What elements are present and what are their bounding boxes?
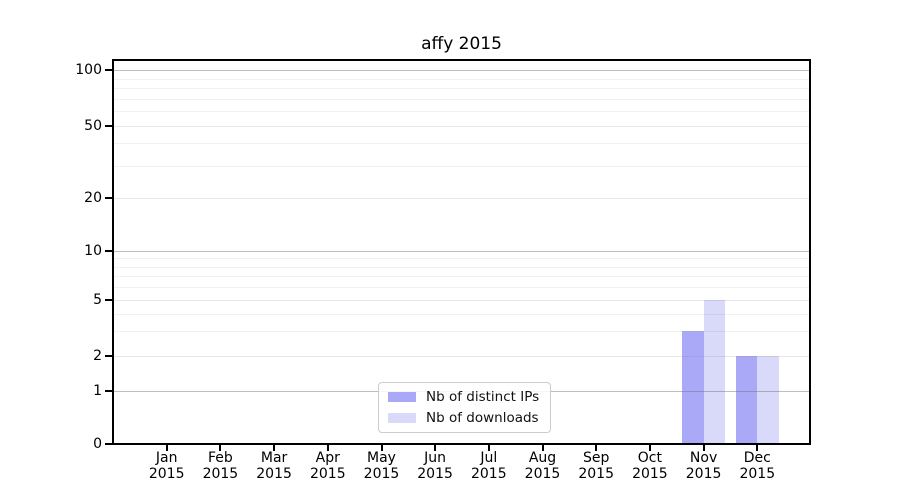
x-tick-mark-jul bbox=[487, 445, 490, 451]
gridline-y-90 bbox=[114, 78, 809, 80]
chart-title: affy 2015 bbox=[421, 34, 502, 54]
x-tick-mark-dec bbox=[756, 445, 759, 451]
gridline-y-100 bbox=[114, 70, 809, 71]
bar-dec-downloads bbox=[757, 356, 779, 443]
y-tick-mark-50 bbox=[105, 124, 112, 127]
x-tick-year: 2015 bbox=[739, 466, 776, 482]
x-tick-year: 2015 bbox=[309, 466, 346, 482]
y-tick-label-100: 100 bbox=[75, 62, 102, 78]
x-tick-month: Feb bbox=[207, 450, 233, 466]
x-tick-label-mar: Mar 2015 bbox=[244, 450, 304, 482]
x-tick-month: May bbox=[367, 450, 396, 466]
y-tick-label-10: 10 bbox=[84, 243, 102, 259]
legend-item-distinct-ips: Nb of distinct IPs bbox=[388, 389, 539, 405]
gridline-y-80 bbox=[114, 87, 809, 89]
gridline-y-6 bbox=[114, 287, 809, 289]
gridline-y-20 bbox=[114, 197, 809, 199]
x-tick-year: 2015 bbox=[632, 466, 668, 482]
x-tick-label-jul: Jul 2015 bbox=[459, 450, 519, 482]
x-tick-label-may: May 2015 bbox=[352, 450, 412, 482]
x-tick-label-feb: Feb 2015 bbox=[190, 450, 250, 482]
x-tick-month: Dec bbox=[743, 450, 771, 466]
x-tick-year: 2015 bbox=[578, 466, 614, 482]
x-tick-mark-jun bbox=[434, 445, 437, 451]
y-tick-label-1: 1 bbox=[93, 383, 102, 399]
x-tick-label-aug: Aug 2015 bbox=[513, 450, 573, 482]
x-tick-year: 2015 bbox=[148, 466, 185, 482]
x-tick-year: 2015 bbox=[363, 466, 400, 482]
gridline-y-50 bbox=[114, 125, 809, 127]
x-tick-month: Apr bbox=[315, 450, 340, 466]
x-tick-label-nov: Nov 2015 bbox=[674, 450, 734, 482]
gridline-y-40 bbox=[114, 143, 809, 145]
gridline-y-60 bbox=[114, 111, 809, 112]
x-tick-label-sep: Sep 2015 bbox=[566, 450, 626, 482]
legend-swatch-distinct-ips bbox=[388, 392, 416, 402]
x-tick-year: 2015 bbox=[202, 466, 239, 482]
x-tick-label-dec: Dec 2015 bbox=[727, 450, 787, 482]
x-tick-label-jan: Jan 2015 bbox=[137, 450, 197, 482]
y-tick-mark-1 bbox=[105, 390, 112, 392]
x-tick-mark-may bbox=[380, 445, 383, 451]
x-tick-label-oct: Oct 2015 bbox=[620, 450, 680, 482]
gridline-y-30 bbox=[114, 165, 809, 167]
y-tick-label-2: 2 bbox=[93, 348, 102, 364]
legend: Nb of distinct IPs Nb of downloads bbox=[378, 382, 552, 433]
gridline-y-7 bbox=[114, 276, 809, 278]
plot-area: Nb of distinct IPs Nb of downloads bbox=[112, 59, 811, 445]
legend-label: Nb of downloads bbox=[426, 410, 539, 426]
gridline-y-10 bbox=[114, 251, 809, 252]
x-tick-mark-aug bbox=[541, 445, 544, 451]
x-tick-mark-sep bbox=[595, 445, 598, 451]
x-tick-mark-feb bbox=[219, 445, 222, 451]
x-tick-month: Jul bbox=[480, 450, 498, 466]
y-tick-label-20: 20 bbox=[84, 189, 102, 206]
x-tick-label-apr: Apr 2015 bbox=[298, 450, 358, 482]
x-tick-month: Aug bbox=[528, 450, 557, 466]
x-tick-mark-mar bbox=[273, 445, 276, 451]
x-tick-mark-jan bbox=[165, 445, 168, 451]
y-tick-mark-20 bbox=[105, 196, 112, 199]
y-tick-mark-2 bbox=[105, 355, 112, 357]
x-tick-month: Oct bbox=[637, 450, 662, 466]
legend-label: Nb of distinct IPs bbox=[426, 389, 540, 405]
y-tick-mark-0 bbox=[105, 442, 112, 445]
y-tick-mark-100 bbox=[105, 69, 112, 71]
x-tick-year: 2015 bbox=[417, 466, 453, 482]
x-tick-year: 2015 bbox=[256, 466, 292, 482]
y-tick-mark-5 bbox=[105, 299, 112, 301]
legend-swatch-downloads bbox=[388, 413, 416, 423]
x-tick-mark-nov bbox=[702, 445, 705, 451]
y-tick-mark-10 bbox=[105, 250, 112, 252]
gridline-y-70 bbox=[114, 98, 809, 100]
x-tick-month: Nov bbox=[689, 450, 718, 466]
x-tick-month: Sep bbox=[582, 450, 610, 466]
x-tick-mark-oct bbox=[648, 445, 651, 451]
y-tick-label-0: 0 bbox=[93, 435, 102, 452]
bar-dec-ips bbox=[735, 356, 758, 443]
x-tick-month: Jun bbox=[424, 450, 447, 466]
bar-nov-downloads bbox=[703, 300, 726, 443]
x-tick-month: Mar bbox=[260, 450, 288, 466]
y-tick-label-5: 5 bbox=[93, 292, 102, 308]
x-tick-mark-apr bbox=[326, 445, 329, 451]
gridline-y-8 bbox=[114, 266, 809, 268]
x-tick-year: 2015 bbox=[685, 466, 722, 482]
y-tick-label-50: 50 bbox=[84, 117, 102, 134]
x-tick-year: 2015 bbox=[524, 466, 561, 482]
x-tick-month: Jan bbox=[155, 450, 178, 466]
gridline-y-9 bbox=[114, 258, 809, 260]
x-tick-year: 2015 bbox=[470, 466, 507, 482]
bar-nov-ips bbox=[682, 331, 704, 443]
legend-item-downloads: Nb of downloads bbox=[388, 410, 539, 426]
x-tick-label-jun: Jun 2015 bbox=[405, 450, 465, 482]
